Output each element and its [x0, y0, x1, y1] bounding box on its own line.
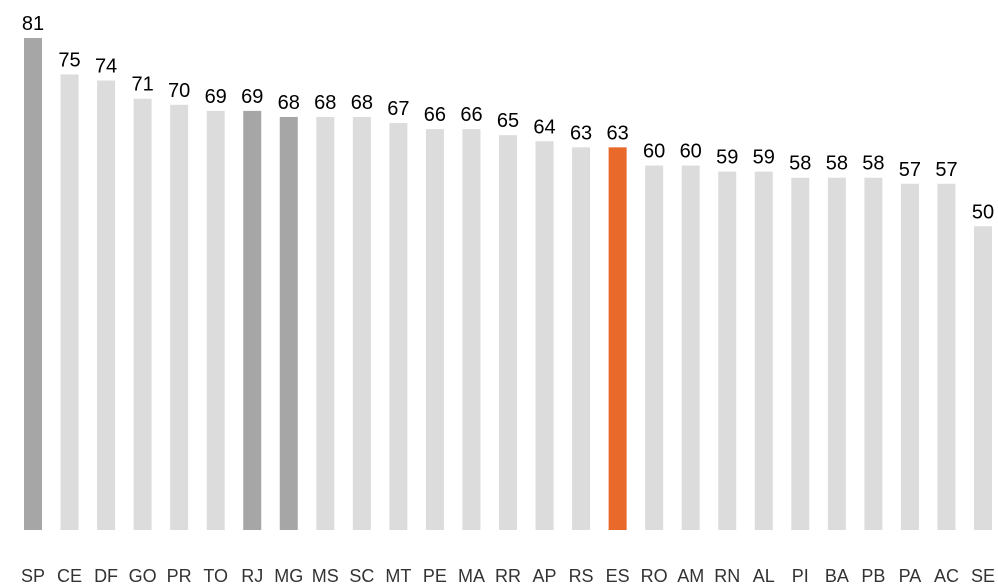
value-label: 68 — [278, 92, 300, 114]
bar — [608, 147, 627, 531]
bar — [462, 129, 481, 530]
x-tick-label: CE — [57, 566, 82, 586]
x-tick-label: AC — [934, 566, 959, 586]
value-label: 70 — [168, 80, 190, 102]
x-tick-label: TO — [203, 566, 228, 586]
value-label: 64 — [533, 116, 555, 138]
x-tick-label: SC — [349, 566, 374, 586]
bar — [133, 98, 152, 531]
value-label: 66 — [460, 104, 482, 126]
bar — [24, 38, 42, 530]
value-label: 74 — [95, 56, 117, 78]
value-label: 71 — [131, 74, 153, 96]
value-label: 50 — [972, 201, 994, 223]
value-label: 69 — [241, 86, 263, 108]
value-label: 59 — [716, 147, 738, 169]
value-label: 60 — [643, 141, 665, 163]
x-tick-label: SP — [21, 566, 45, 586]
value-label: 57 — [899, 159, 921, 181]
bar — [97, 80, 116, 530]
bar — [389, 123, 408, 530]
x-tick-label: MG — [274, 566, 303, 586]
value-label: 58 — [789, 153, 811, 175]
bar — [937, 183, 956, 530]
bar — [60, 74, 79, 530]
x-tick-label: PB — [861, 566, 885, 586]
bar — [243, 110, 262, 530]
value-label: 67 — [387, 98, 409, 120]
bar — [681, 165, 700, 531]
value-label: 68 — [351, 92, 373, 114]
value-label: 65 — [497, 110, 519, 132]
x-tick-label: SE — [971, 566, 995, 586]
bar — [572, 147, 591, 531]
value-label: 63 — [606, 122, 628, 144]
value-label: 57 — [935, 159, 957, 181]
bar — [754, 171, 773, 530]
value-label: 59 — [753, 147, 775, 169]
x-tick-label: RR — [495, 566, 521, 586]
bar — [974, 226, 992, 530]
value-label: 58 — [862, 153, 884, 175]
x-tick-label: RO — [641, 566, 668, 586]
value-label: 63 — [570, 122, 592, 144]
value-label: 75 — [58, 49, 80, 71]
bar — [170, 104, 189, 530]
x-tick-label: MS — [312, 566, 339, 586]
x-tick-label: PE — [423, 566, 447, 586]
value-label: 69 — [205, 86, 227, 108]
x-tick-label: PA — [899, 566, 922, 586]
bar — [425, 129, 444, 530]
x-tick-label: GO — [129, 566, 157, 586]
bar — [864, 177, 883, 530]
x-tick-label: DF — [94, 566, 118, 586]
x-tick-label: AP — [533, 566, 557, 586]
bar — [900, 183, 919, 530]
x-tick-label: PR — [167, 566, 192, 586]
value-label: 66 — [424, 104, 446, 126]
x-tick-label: AM — [677, 566, 704, 586]
x-tick-label: RS — [569, 566, 594, 586]
bar — [645, 165, 664, 531]
bar — [791, 177, 810, 530]
bar — [352, 116, 371, 531]
bar — [206, 110, 225, 530]
x-tick-label: MA — [458, 566, 485, 586]
x-tick-label: MT — [385, 566, 411, 586]
x-tick-label: BA — [825, 566, 849, 586]
bar — [827, 177, 846, 530]
x-tick-label: PI — [792, 566, 809, 586]
x-tick-label: AL — [753, 566, 775, 586]
value-label: 60 — [680, 141, 702, 163]
x-tick-label: RN — [714, 566, 740, 586]
bar — [316, 116, 335, 531]
value-label: 68 — [314, 92, 336, 114]
x-tick-label: RJ — [241, 566, 263, 586]
value-label: 81 — [22, 13, 44, 35]
bar — [279, 116, 298, 531]
x-tick-label: ES — [606, 566, 630, 586]
bar — [499, 135, 517, 530]
bar — [718, 171, 737, 530]
value-label: 58 — [826, 153, 848, 175]
bar — [535, 141, 554, 530]
